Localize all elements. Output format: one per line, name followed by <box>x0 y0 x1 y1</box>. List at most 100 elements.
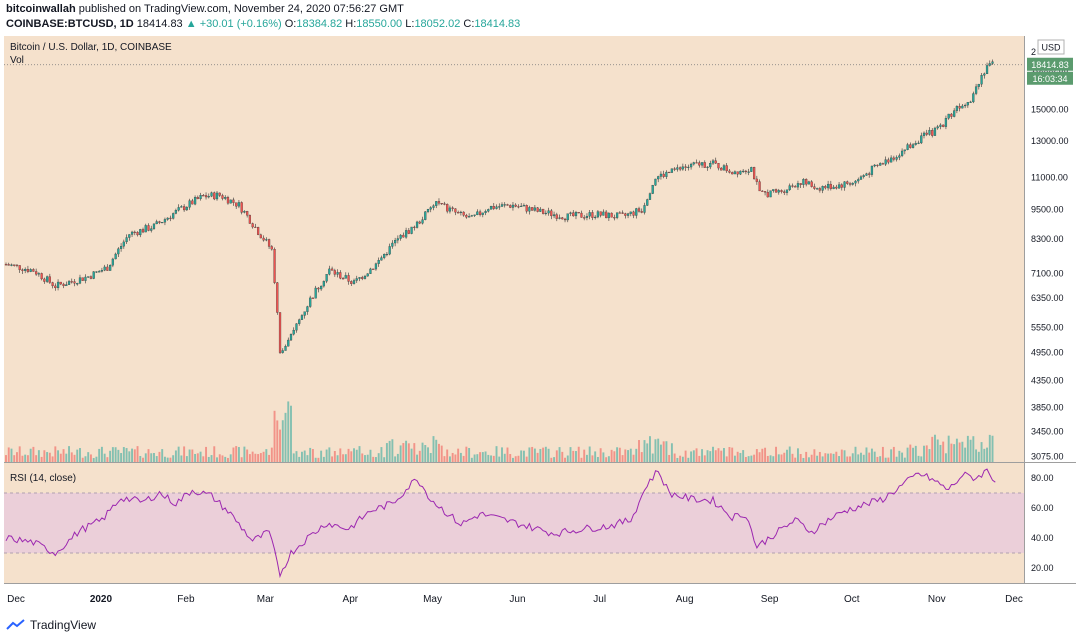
volume-bar <box>257 454 260 462</box>
volume-bar <box>221 455 224 462</box>
volume-bar <box>380 447 383 462</box>
top-partial-tick: 2 <box>1031 47 1036 57</box>
candle-body <box>399 234 402 239</box>
candle-body <box>150 228 153 231</box>
volume-bar <box>931 436 934 462</box>
volume-bar <box>717 448 720 462</box>
volume-bar <box>68 446 70 462</box>
candle-body <box>73 281 76 284</box>
candle-body <box>900 150 904 156</box>
candle-body <box>892 157 895 160</box>
candle-body <box>679 167 682 170</box>
volume-bar <box>405 440 408 462</box>
volume-bar <box>311 449 314 462</box>
candle-body <box>870 165 874 175</box>
candle-body <box>7 264 10 266</box>
chart-svg[interactable]: 18000.0015000.0013000.0011000.009500.008… <box>0 36 1080 616</box>
candle-body <box>284 346 287 351</box>
candle-body <box>947 113 950 119</box>
volume-bar <box>879 456 882 462</box>
candle-body <box>700 162 704 166</box>
candle-body <box>95 271 98 273</box>
volume-bar <box>681 456 684 462</box>
volume-bar <box>7 447 10 462</box>
candle-body <box>229 199 232 204</box>
candle-body <box>725 165 728 172</box>
candle-body <box>687 166 690 168</box>
candle-body <box>966 102 969 106</box>
volume-bar <box>969 439 972 462</box>
volume-bar <box>292 453 295 462</box>
footer-brand[interactable]: TradingView <box>30 618 97 632</box>
price-tick-label: 7100.00 <box>1031 268 1064 278</box>
volume-bar <box>185 456 188 462</box>
volume-bar <box>870 448 873 462</box>
change-value: +30.01 (+0.16%) <box>199 18 282 30</box>
volume-bar <box>147 449 150 462</box>
volume-bar <box>290 405 292 462</box>
volume-bar <box>361 453 364 462</box>
volume-bar <box>807 457 810 462</box>
candle-body <box>248 215 251 224</box>
candle-body <box>98 271 101 273</box>
volume-bar <box>712 446 714 462</box>
candle-body <box>221 195 224 199</box>
volume-bar <box>98 448 101 462</box>
volume-bar <box>265 449 268 462</box>
volume-bar <box>194 453 197 462</box>
volume-bar <box>939 444 942 462</box>
candle-body <box>670 168 674 173</box>
volume-bar <box>454 454 457 462</box>
candle-body <box>635 208 638 216</box>
publisher-name[interactable]: bitcoinwallah <box>6 3 76 15</box>
candle-body <box>854 180 857 184</box>
volume-bar <box>427 447 429 462</box>
time-tick-label: Apr <box>343 594 359 605</box>
candle-body <box>558 217 561 219</box>
candle-body <box>837 184 841 189</box>
candle-body <box>352 280 356 284</box>
candle-body <box>539 208 542 212</box>
currency-box[interactable] <box>1037 39 1065 55</box>
volume-bar <box>520 450 523 462</box>
volume-bar <box>325 449 328 462</box>
candle-body <box>415 221 419 228</box>
candle-body <box>747 171 750 173</box>
volume-bar <box>443 456 446 462</box>
volume-bar <box>73 454 76 462</box>
volume-bar <box>706 450 709 462</box>
candle-body <box>322 281 325 287</box>
volume-bar <box>399 445 402 462</box>
volume-bar <box>695 448 698 462</box>
candle-body <box>421 219 424 224</box>
candle-body <box>21 269 24 271</box>
candle-body <box>158 221 161 223</box>
candle-body <box>267 239 271 247</box>
rsi-tick-label: 80.00 <box>1031 473 1054 483</box>
volume-bar <box>857 454 860 462</box>
candle-body <box>341 278 345 280</box>
volume-bar <box>84 456 87 462</box>
rsi-tick-label: 40.00 <box>1031 533 1054 543</box>
candle-body <box>643 205 646 213</box>
rsi-band-area <box>4 493 1024 553</box>
volume-bar <box>476 454 479 462</box>
volume-bar <box>816 455 819 462</box>
volume-bar <box>462 455 465 462</box>
volume-bar <box>692 450 695 462</box>
volume-bar <box>906 447 909 462</box>
candle-body <box>144 225 147 233</box>
volume-bar <box>232 447 235 462</box>
candle-body <box>799 183 802 185</box>
candle-body <box>731 172 734 175</box>
volume-bar <box>377 453 380 462</box>
candle-body <box>366 273 369 277</box>
volume-bar <box>155 456 158 462</box>
volume-bar <box>654 439 657 462</box>
volume-bar <box>114 447 117 462</box>
candle-body <box>100 270 104 272</box>
candle-body <box>18 265 21 270</box>
volume-bar <box>670 443 673 462</box>
candle-body <box>925 132 928 135</box>
volume-bar <box>558 447 561 462</box>
